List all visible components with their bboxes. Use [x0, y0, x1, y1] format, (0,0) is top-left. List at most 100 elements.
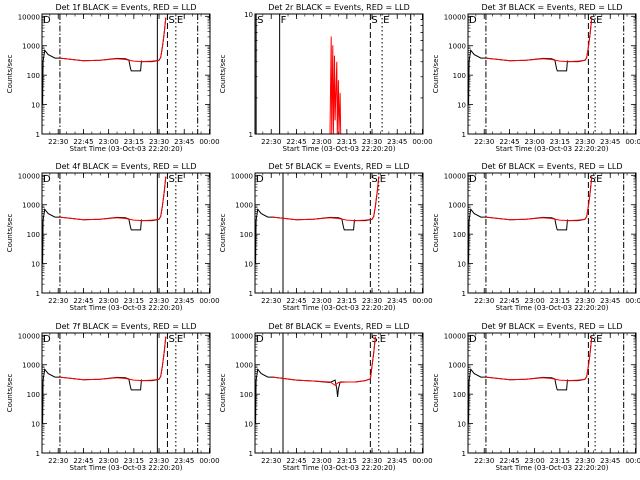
x-tick-label: 22:45	[286, 297, 306, 305]
x-tick-label: 23:30	[149, 457, 169, 465]
y-tick-label: 100	[27, 72, 40, 80]
y-axis-label: Counts/sec	[219, 374, 227, 413]
series-line-events	[255, 336, 376, 424]
y-tick-label: 10	[244, 421, 253, 429]
event-marker-label: E	[383, 15, 389, 26]
event-marker-label: D	[43, 334, 51, 345]
panel-det-4: Det 4f BLACK = Events, RED = LLD Counts/s…	[6, 162, 220, 312]
y-tick-label: 1	[36, 131, 40, 139]
x-axis-label: Start Time (03-Oct-03 22:20:20)	[496, 464, 609, 472]
x-tick-label: 23:00	[312, 457, 332, 465]
event-marker-label: E	[596, 174, 602, 185]
x-tick-label: 22:45	[499, 138, 519, 146]
y-tick-label: 10	[244, 11, 253, 19]
event-marker-label: S	[589, 174, 595, 185]
y-tick-label: 10	[31, 102, 40, 110]
y-tick-label: 100	[240, 231, 253, 239]
y-tick-label: 100	[27, 231, 40, 239]
y-tick-label: 1000	[448, 362, 466, 370]
panel-title: Det 7f BLACK = Events, RED = LLD	[55, 322, 196, 331]
event-marker-label: E	[177, 334, 183, 345]
panel-det-7: Det 7f BLACK = Events, RED = LLD Counts/s…	[6, 322, 220, 472]
event-marker-label: S	[371, 15, 377, 26]
panel-title: Det 5f BLACK = Events, RED = LLD	[268, 162, 409, 171]
x-tick-label: 23:15	[124, 457, 144, 465]
y-tick-label: 10	[457, 261, 466, 269]
x-tick-label: 22:30	[261, 457, 281, 465]
x-tick-label: 23:30	[575, 138, 595, 146]
y-tick-label: 10000	[444, 172, 466, 180]
series-line-lld	[485, 176, 593, 222]
y-tick-label: 100	[453, 72, 466, 80]
y-axis-label: Counts/sec	[6, 214, 14, 253]
plot-frame	[254, 172, 424, 294]
y-tick-label: 1	[462, 290, 466, 298]
plot-frame	[41, 332, 211, 454]
event-marker-label: D	[469, 174, 477, 185]
panel-title: Det 9f BLACK = Events, RED = LLD	[481, 322, 622, 331]
event-marker-label: E	[380, 174, 386, 185]
x-tick-label: 23:30	[362, 457, 382, 465]
x-tick-label: 00:00	[625, 457, 640, 465]
y-tick-label: 1	[249, 290, 253, 298]
event-marker-label: E	[596, 334, 602, 345]
x-tick-label: 00:00	[412, 138, 432, 146]
panel-det-8: Det 8f BLACK = Events, RED = LLD Counts/s…	[219, 322, 433, 472]
y-tick-label: 100	[453, 231, 466, 239]
event-marker-label: S	[589, 334, 595, 345]
panel-title: Det 2r BLACK = Events, RED = LLD	[268, 3, 410, 12]
y-axis-label: Counts/sec	[432, 214, 440, 253]
x-tick-label: 22:30	[48, 457, 68, 465]
x-tick-label: 23:30	[362, 138, 382, 146]
plot-frame	[254, 13, 424, 135]
x-tick-label: 00:00	[412, 457, 432, 465]
series-line-lld	[272, 336, 376, 386]
y-tick-label: 100	[453, 391, 466, 399]
x-tick-label: 23:00	[525, 138, 545, 146]
x-tick-label: 22:30	[474, 138, 494, 146]
x-tick-label: 23:45	[600, 138, 620, 146]
x-tick-label: 23:15	[124, 138, 144, 146]
x-tick-label: 22:30	[261, 138, 281, 146]
y-tick-label: 10000	[18, 172, 40, 180]
x-tick-label: 23:45	[387, 138, 407, 146]
y-tick-label: 1000	[22, 362, 40, 370]
x-tick-label: 23:45	[600, 457, 620, 465]
x-tick-label: 23:15	[337, 297, 357, 305]
y-axis-label: Counts/sec	[219, 214, 227, 253]
x-tick-label: 23:30	[149, 138, 169, 146]
x-tick-label: 23:00	[525, 457, 545, 465]
event-marker-label: D	[469, 334, 477, 345]
y-axis-label: Counts/sec	[219, 55, 227, 94]
event-marker-label: E	[380, 334, 386, 345]
y-tick-label: 1000	[235, 362, 253, 370]
y-tick-label: 1	[462, 131, 466, 139]
panel-det-3: Det 3f BLACK = Events, RED = LLD Counts/s…	[432, 3, 640, 153]
y-tick-label: 100	[27, 391, 40, 399]
x-tick-label: 23:45	[174, 457, 194, 465]
x-tick-label: 00:00	[412, 297, 432, 305]
y-tick-label: 1	[462, 450, 466, 458]
x-axis-label: Start Time (03-Oct-03 22:20:20)	[496, 304, 609, 312]
panel-title: Det 1f BLACK = Events, RED = LLD	[55, 3, 196, 12]
panel-det-6: Det 6f BLACK = Events, RED = LLD Counts/s…	[432, 162, 640, 312]
y-tick-label: 10000	[231, 332, 253, 340]
plot-frame	[41, 172, 211, 294]
x-axis-label: Start Time (03-Oct-03 22:20:20)	[70, 304, 183, 312]
x-tick-label: 00:00	[625, 138, 640, 146]
event-marker-label: D	[469, 15, 477, 26]
y-tick-label: 1000	[448, 43, 466, 51]
y-tick-label: 10000	[444, 332, 466, 340]
x-axis-label: Start Time (03-Oct-03 22:20:20)	[70, 464, 183, 472]
event-marker-label: S	[589, 15, 595, 26]
x-tick-label: 23:15	[337, 138, 357, 146]
x-tick-label: 23:00	[525, 297, 545, 305]
event-marker-label: D	[43, 174, 51, 185]
y-tick-label: 1000	[22, 43, 40, 51]
y-tick-label: 10	[457, 421, 466, 429]
series-line-lld	[329, 36, 342, 134]
y-tick-label: 10000	[18, 332, 40, 340]
x-axis-label: Start Time (03-Oct-03 22:20:20)	[283, 145, 396, 153]
event-marker-label: S	[371, 334, 377, 345]
